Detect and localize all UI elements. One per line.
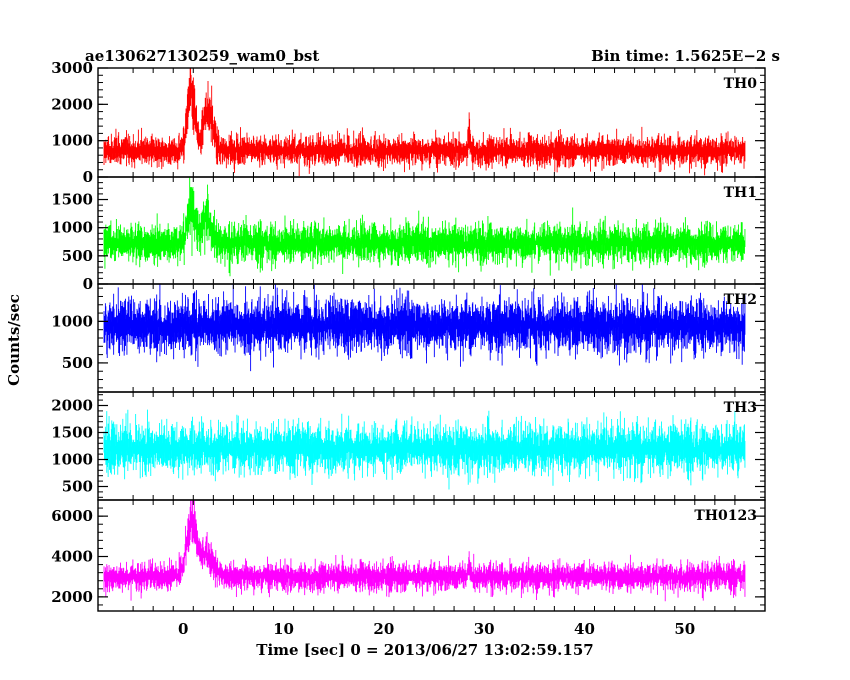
y-tick-label: 4000 [51,548,93,566]
y-tick-label: 6000 [51,507,93,525]
x-tick-label: 10 [273,620,294,638]
y-tick-label: 1500 [51,191,93,209]
bin-time-label: Bin time: 1.5625E−2 s [591,47,780,65]
panel-label-th0: TH0 [724,76,758,92]
y-tick-label: 1000 [51,219,93,237]
y-tick-label: 2000 [51,95,93,113]
y-tick-label: 0 [83,275,93,293]
y-tick-label: 0 [83,168,93,186]
x-tick-label: 40 [574,620,595,638]
x-axis-label: Time [sec] 0 = 2013/06/27 13:02:59.157 [256,641,593,659]
panel-frame-th0123 [97,499,766,612]
panel-label-th0123: TH0123 [694,508,757,524]
y-tick-label: 3000 [51,59,93,77]
series-th0-line [103,68,746,176]
x-tick-label: 50 [674,620,695,638]
y-tick-label: 500 [62,478,93,496]
y-tick-label: 1000 [51,312,93,330]
series-th1-line [103,177,746,277]
y-tick-label: 2000 [51,588,93,606]
y-tick-label: 2000 [51,397,93,415]
series-th3-line [103,409,746,490]
chart-title: ae130627130259_wam0_bst [85,47,319,65]
series-th0123-line [103,500,746,602]
y-tick-label: 500 [62,247,93,265]
panels-group: TH00100020003000TH1050010001500TH2500100… [51,59,766,638]
panel-label-th3: TH3 [724,400,757,416]
x-tick-label: 0 [178,620,188,638]
x-tick-label: 20 [373,620,394,638]
x-tick-label: 30 [474,620,495,638]
y-tick-label: 500 [62,354,93,372]
y-axis-label: Counts/sec [5,294,23,386]
panel-label-th2: TH2 [724,292,757,308]
y-tick-label: 1000 [51,132,93,150]
series-th2-line [103,284,746,372]
panel-label-th1: TH1 [724,185,757,201]
y-tick-label: 1500 [51,424,93,442]
y-tick-label: 1000 [51,451,93,469]
